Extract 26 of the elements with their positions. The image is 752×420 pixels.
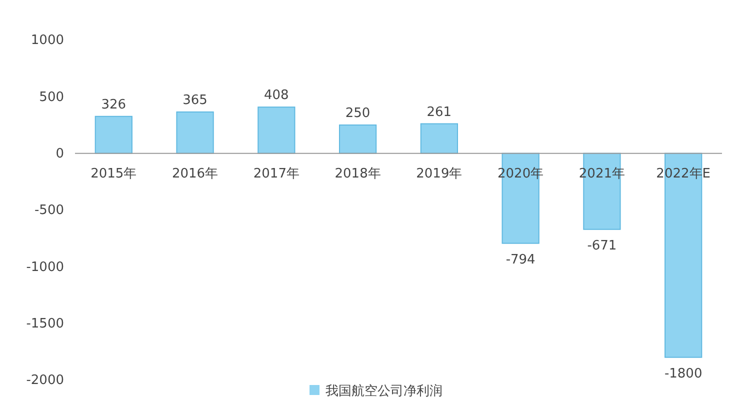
x-tick-label: 2019年 (416, 166, 462, 182)
y-tick-label: -2000 (26, 373, 64, 388)
data-label: 261 (426, 104, 452, 120)
data-label: 408 (264, 88, 289, 104)
bar (176, 111, 214, 154)
x-tick-label: 2017年 (253, 166, 300, 182)
data-label: -671 (587, 238, 617, 254)
data-label: -794 (506, 252, 536, 268)
x-tick-label: 2018年 (334, 166, 381, 182)
data-label: 250 (345, 106, 370, 121)
x-tick-label: 2015年 (90, 166, 137, 182)
y-tick-label: -500 (34, 203, 64, 218)
y-tick-label: 1000 (30, 33, 64, 48)
y-tick-label: -1000 (26, 260, 64, 275)
bar (338, 124, 377, 154)
y-tick-label: 500 (39, 90, 64, 105)
data-label: 326 (101, 97, 126, 112)
bar (258, 106, 296, 154)
y-tick-label: -1500 (26, 316, 64, 332)
y-tick-label: 0 (56, 146, 64, 162)
bar (420, 123, 458, 154)
x-tick-label: 2016年 (172, 166, 218, 182)
data-label: 365 (182, 92, 208, 108)
bar (94, 116, 132, 154)
legend-label: 我国航空公司净利润 (326, 384, 442, 399)
data-label: -1800 (664, 366, 702, 382)
